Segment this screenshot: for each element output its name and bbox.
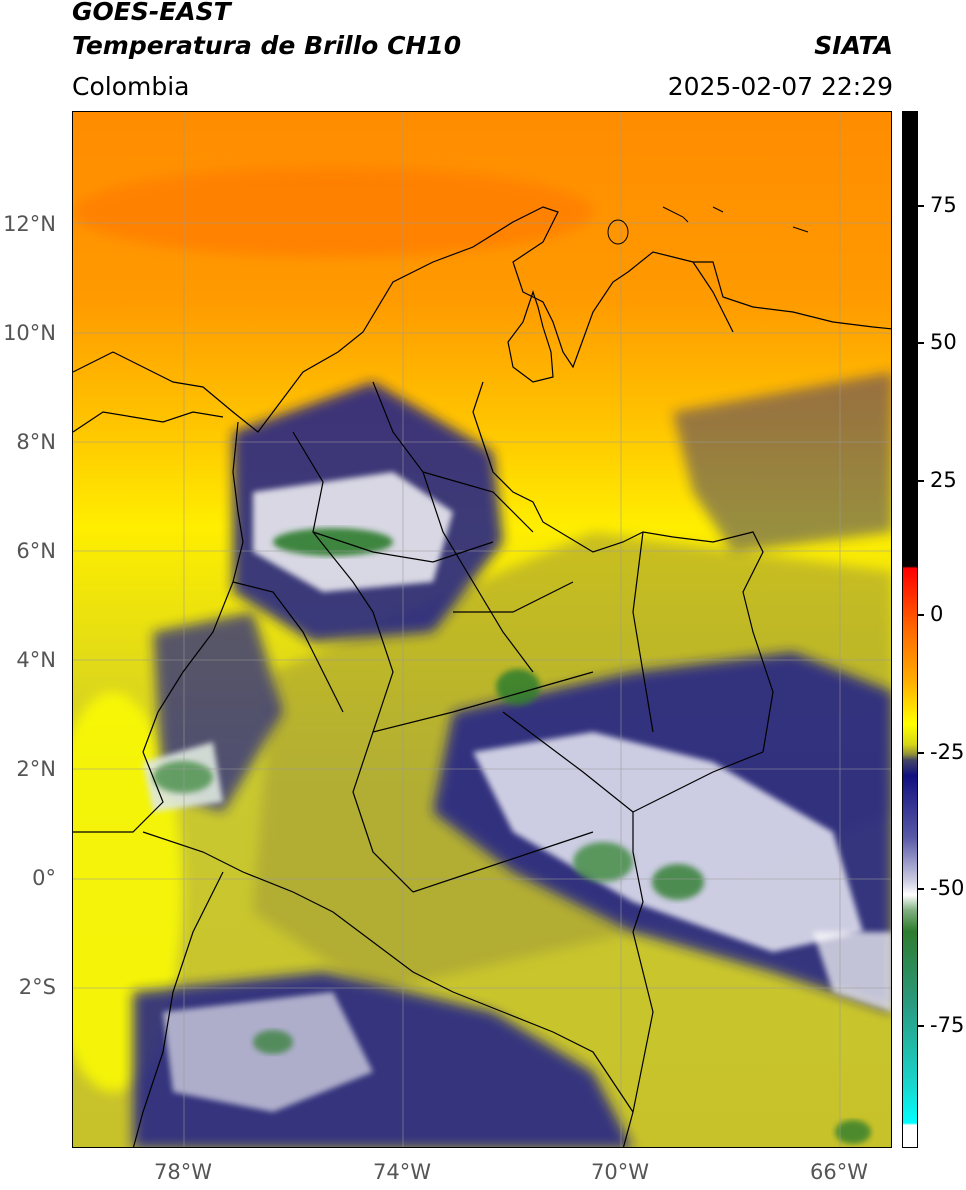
satellite-imagery — [73, 112, 891, 1147]
datetime-label: 2025-02-07 22:29 — [667, 72, 893, 101]
colorbar-tick-neg25 — [918, 752, 924, 754]
colorbar-label-25: 25 — [930, 468, 957, 492]
lat-label-8n: 8°N — [16, 430, 56, 454]
lat-label-6n: 6°N — [16, 539, 56, 563]
colorbar-label-50: 50 — [930, 330, 957, 354]
lon-label-74w: 74°W — [373, 1160, 431, 1184]
lat-label-12n: 12°N — [3, 212, 56, 236]
colorbar-label-75: 75 — [930, 193, 957, 217]
colorbar-label-neg25: -25 — [930, 740, 965, 764]
colorbar-tick-75 — [918, 205, 924, 207]
satellite-map — [72, 111, 892, 1148]
lat-label-2s: 2°S — [18, 975, 56, 999]
satellite-title: GOES-EAST — [72, 0, 231, 26]
colorbar-tick-25 — [918, 480, 924, 482]
colorbar-tick-neg75 — [918, 1025, 924, 1027]
colorbar — [902, 111, 918, 1148]
organization-label: SIATA — [814, 31, 893, 60]
colorbar-label-0: 0 — [930, 602, 944, 626]
map-gridlines — [73, 112, 891, 1147]
lat-label-4n: 4°N — [16, 648, 56, 672]
product-title: Temperatura de Brillo CH10 — [72, 31, 462, 60]
lon-label-78w: 78°W — [154, 1160, 212, 1184]
lat-label-10n: 10°N — [3, 321, 56, 345]
map-boundaries — [73, 206, 891, 1147]
colorbar-label-neg75: -75 — [930, 1013, 965, 1037]
lon-label-66w: 66°W — [810, 1160, 868, 1184]
colorbar-tick-50 — [918, 342, 924, 344]
colorbar-tick-neg50 — [918, 888, 924, 890]
colorbar-label-neg50: -50 — [930, 876, 965, 900]
colorbar-gradient — [903, 112, 917, 1147]
region-label: Colombia — [72, 72, 190, 101]
lat-label-0: 0° — [32, 866, 56, 890]
lon-label-70w: 70°W — [591, 1160, 649, 1184]
colorbar-tick-0 — [918, 614, 924, 616]
lat-label-2n: 2°N — [16, 757, 56, 781]
